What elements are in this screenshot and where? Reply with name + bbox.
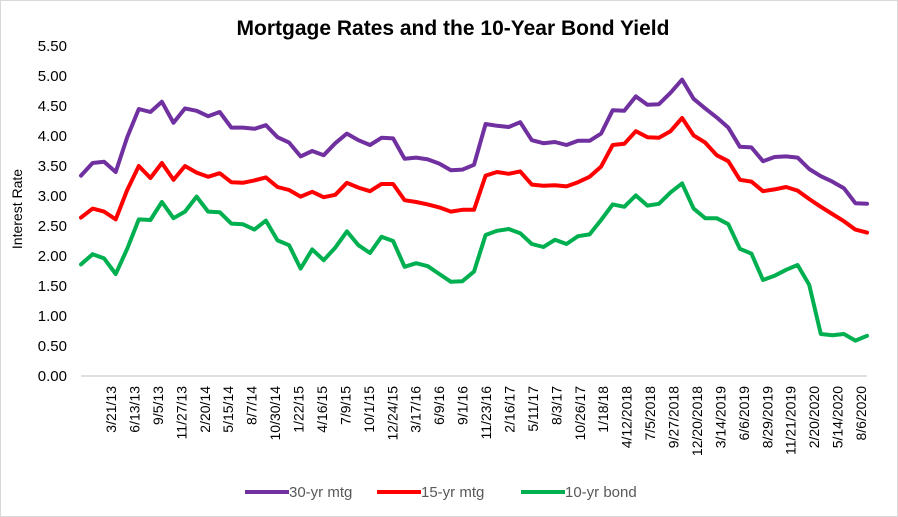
x-tick-label: 2/16/17 <box>501 386 517 433</box>
y-tick-label: 4.50 <box>38 98 67 115</box>
y-tick-label: 3.00 <box>38 188 67 205</box>
x-tick-label: 11/27/13 <box>173 386 189 440</box>
x-tick-label: 4/12/2018 <box>619 386 635 448</box>
x-tick-label: 8/29/2019 <box>759 386 775 448</box>
y-tick-label: 3.50 <box>38 158 67 175</box>
y-tick-labels: 0.00 0.50 1.00 1.50 2.00 2.50 3.00 3.50 4.00 4.50… <box>38 38 67 385</box>
series-line-10-yr-bond <box>79 181 869 343</box>
series-line-30-yr-mtg <box>79 77 869 206</box>
x-tick-label: 8/3/17 <box>548 386 564 425</box>
x-tick-label: 5/15/14 <box>220 386 236 433</box>
y-tick-label: 5.50 <box>38 38 67 55</box>
x-tick-label: 5/11/17 <box>525 386 541 432</box>
y-tick-label: 1.50 <box>38 278 67 295</box>
x-tick-label: 1/22/15 <box>291 386 307 433</box>
x-tick-label: 3/14/2019 <box>712 386 728 448</box>
y-tick-label: 4.00 <box>38 128 67 145</box>
y-tick-label: 0.50 <box>38 338 67 355</box>
x-tick-label: 11/21/2019 <box>783 386 799 455</box>
x-tick-label: 1/18/18 <box>595 386 611 433</box>
x-tick-label: 7/9/15 <box>337 386 353 425</box>
x-tick-label: 3/17/16 <box>408 386 424 433</box>
legend-label-15-yr-mtg: 15-yr mtg <box>421 484 484 501</box>
x-tick-label: 8/6/2020 <box>853 386 869 441</box>
x-tick-label: 5/14/2020 <box>830 386 846 448</box>
y-tick-label: 1.00 <box>38 308 67 325</box>
y-tick-label: 2.00 <box>38 248 67 265</box>
chart-title: Mortgage Rates and the 10-Year Bond Yiel… <box>237 17 670 40</box>
x-tick-label: 8/7/14 <box>244 386 260 425</box>
y-tick-label: 2.50 <box>38 218 67 235</box>
x-tick-label: 6/13/13 <box>126 386 142 433</box>
x-tick-label: 2/20/2020 <box>806 386 822 448</box>
series-lines <box>79 77 869 343</box>
x-tick-label: 4/16/15 <box>314 386 330 433</box>
x-tick-label: 9/5/13 <box>150 386 166 425</box>
y-tick-label: 5.00 <box>38 68 67 85</box>
x-tick-label: 9/1/16 <box>455 386 471 425</box>
legend-label-30-yr-mtg: 30-yr mtg <box>289 484 352 501</box>
x-tick-label: 12/20/2018 <box>689 386 705 456</box>
x-tick-label: 7/5/2018 <box>642 386 658 441</box>
y-axis-label: Interest Rate <box>9 169 25 249</box>
x-tick-label: 10/26/17 <box>572 386 588 441</box>
x-tick-label: 11/23/16 <box>478 386 494 440</box>
legend-label-10-yr-bond: 10-yr bond <box>565 484 637 501</box>
legend: 30-yr mtg 15-yr mtg 10-yr bond <box>245 484 637 501</box>
x-tick-label: 2/20/14 <box>197 386 213 433</box>
x-tick-label: 10/1/15 <box>361 386 377 433</box>
x-tick-label: 12/24/15 <box>384 386 400 441</box>
x-tick-label: 9/27/2018 <box>666 386 682 448</box>
x-tick-label: 6/9/16 <box>431 386 447 425</box>
x-tick-label: 6/6/2019 <box>736 386 752 441</box>
x-tick-label: 3/21/13 <box>103 386 119 433</box>
x-tick-labels: 3/21/13 6/13/13 9/5/13 11/27/13 2/20/14 5/15/… <box>103 386 869 456</box>
series-line-15-yr-mtg <box>79 116 869 235</box>
x-tick-label: 10/30/14 <box>267 386 283 441</box>
y-tick-label: 0.00 <box>38 368 67 385</box>
